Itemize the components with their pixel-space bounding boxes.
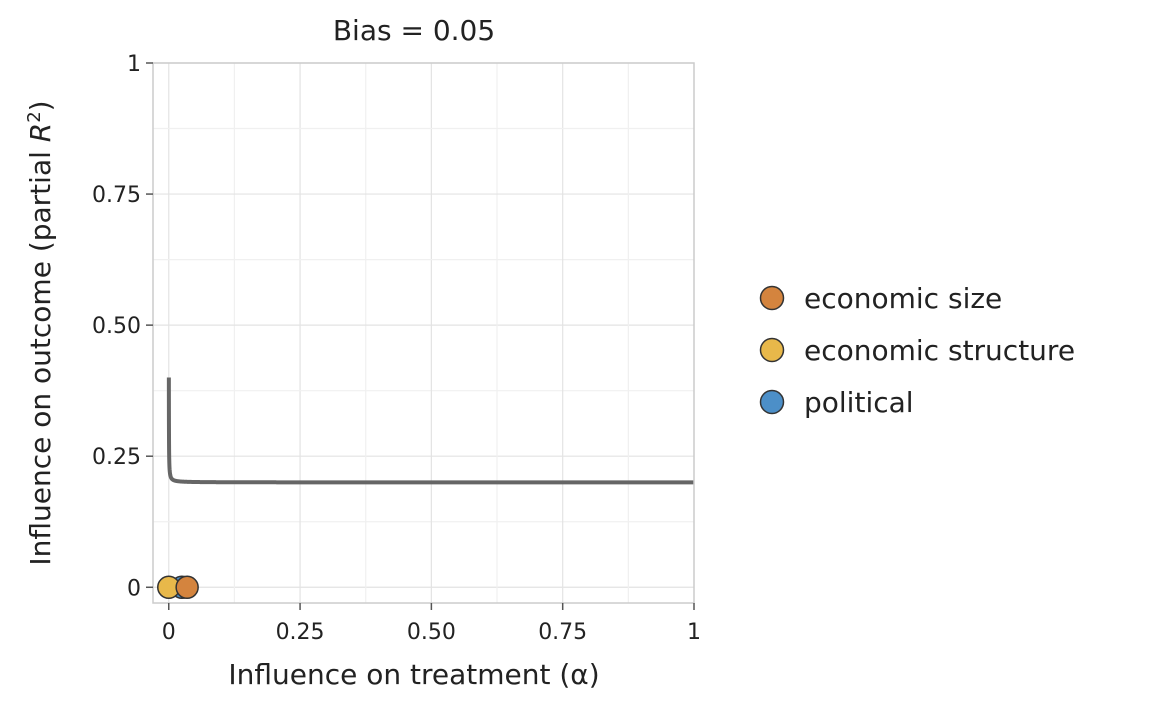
x-axis-title: Influence on treatment (α) [228, 658, 599, 691]
x-tick-label: 0.25 [276, 620, 325, 645]
legend-marker [759, 389, 785, 415]
y-tick-label: 0.75 [92, 183, 141, 208]
y-tick-label: 0.50 [92, 314, 141, 339]
point-economic-size [175, 575, 199, 600]
legend-marker [759, 337, 785, 363]
y-axis-title: Influence on outcome (partial R2) [24, 100, 58, 565]
y-axis-title-var: R [24, 123, 57, 142]
x-tick-label: 0.75 [538, 620, 587, 645]
y-tick-label: 0.25 [92, 445, 141, 470]
y-axis: 0 0.25 0.50 0.75 1 [92, 52, 153, 601]
legend: economic size economic structure political [759, 282, 1075, 419]
legend-item: economic size [759, 282, 1002, 315]
plot-background [153, 63, 694, 603]
plot-area [152, 62, 695, 604]
y-axis-title-sup: 2 [24, 111, 45, 122]
legend-marker [759, 285, 785, 311]
y-tick-label: 1 [127, 52, 141, 77]
y-axis-title-main: Influence on outcome (partial [24, 142, 57, 565]
x-tick-label: 0.50 [407, 620, 456, 645]
legend-item: economic structure [759, 334, 1075, 367]
legend-item: political [759, 386, 914, 419]
data-points [157, 575, 199, 600]
bias-contour-line [166, 377, 694, 485]
legend-label: political [804, 386, 914, 419]
y-tick-label: 0 [127, 576, 141, 601]
x-tick-label: 1 [687, 620, 701, 645]
x-axis: 0 0.25 0.50 0.75 1 [162, 603, 701, 645]
legend-label: economic size [804, 282, 1002, 315]
plot-frame [152, 62, 695, 604]
x-tick-label: 0 [162, 620, 176, 645]
chart-title: Bias = 0.05 [333, 14, 495, 47]
y-axis-title-close: ) [24, 100, 57, 111]
grid [153, 62, 695, 603]
legend-label: economic structure [804, 334, 1075, 367]
